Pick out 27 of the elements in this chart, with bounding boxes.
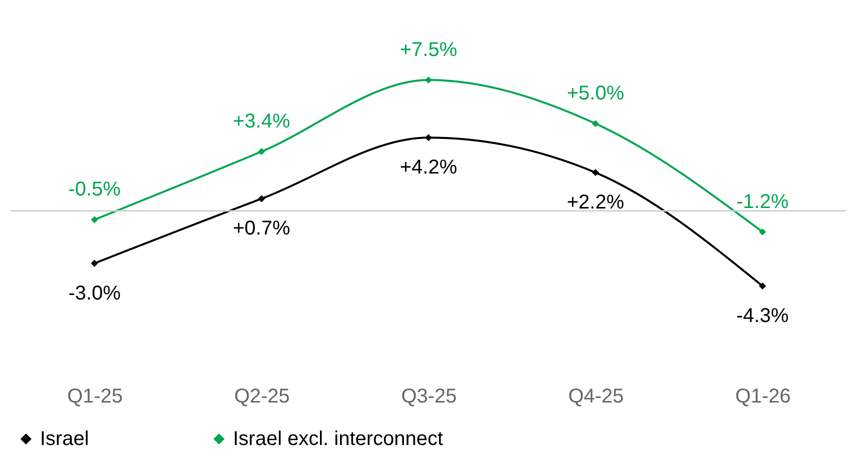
- legend-label: Israel: [40, 428, 89, 450]
- data-label: -0.5%: [68, 178, 121, 201]
- data-label: +4.2%: [400, 156, 458, 179]
- point: [758, 228, 766, 236]
- data-label: +0.7%: [232, 218, 290, 240]
- point: [592, 168, 600, 176]
- x-tick-label: Q3-25: [401, 386, 457, 408]
- x-tick-label: Q2-25: [234, 386, 290, 408]
- point: [424, 76, 432, 84]
- point: [258, 195, 266, 202]
- point: [758, 282, 766, 290]
- data-label: -4.3%: [736, 305, 789, 327]
- point: [90, 216, 98, 224]
- legend-label: Israel excl. interconnect: [233, 428, 444, 450]
- point: [258, 148, 266, 156]
- data-label: +5.0%: [566, 82, 624, 105]
- x-tick-label: Q4-25: [568, 386, 624, 408]
- point: [592, 120, 600, 128]
- data-label: +3.4%: [232, 110, 290, 133]
- point: [424, 134, 432, 142]
- data-label: -1.2%: [736, 190, 789, 213]
- data-label: -3.0%: [68, 282, 121, 304]
- x-tick-label: Q1-26: [735, 386, 791, 408]
- x-tick-label: Q1-25: [67, 386, 123, 408]
- data-label: +7.5%: [400, 39, 458, 61]
- point: [90, 260, 98, 267]
- data-label: +2.2%: [566, 192, 624, 214]
